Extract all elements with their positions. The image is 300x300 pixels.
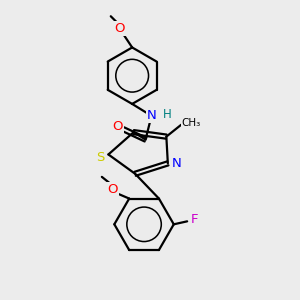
Text: O: O xyxy=(107,183,118,196)
Text: CH₃: CH₃ xyxy=(181,118,200,128)
Text: N: N xyxy=(171,157,181,170)
Text: N: N xyxy=(147,109,156,122)
Text: O: O xyxy=(114,22,125,35)
Text: H: H xyxy=(163,108,172,121)
Text: S: S xyxy=(96,151,104,164)
Text: F: F xyxy=(191,213,198,226)
Text: O: O xyxy=(112,120,123,133)
